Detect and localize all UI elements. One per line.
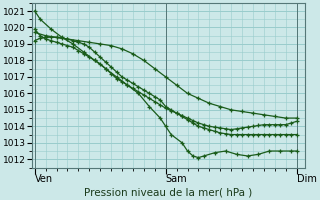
X-axis label: Pression niveau de la mer( hPa ): Pression niveau de la mer( hPa ): [84, 187, 252, 197]
